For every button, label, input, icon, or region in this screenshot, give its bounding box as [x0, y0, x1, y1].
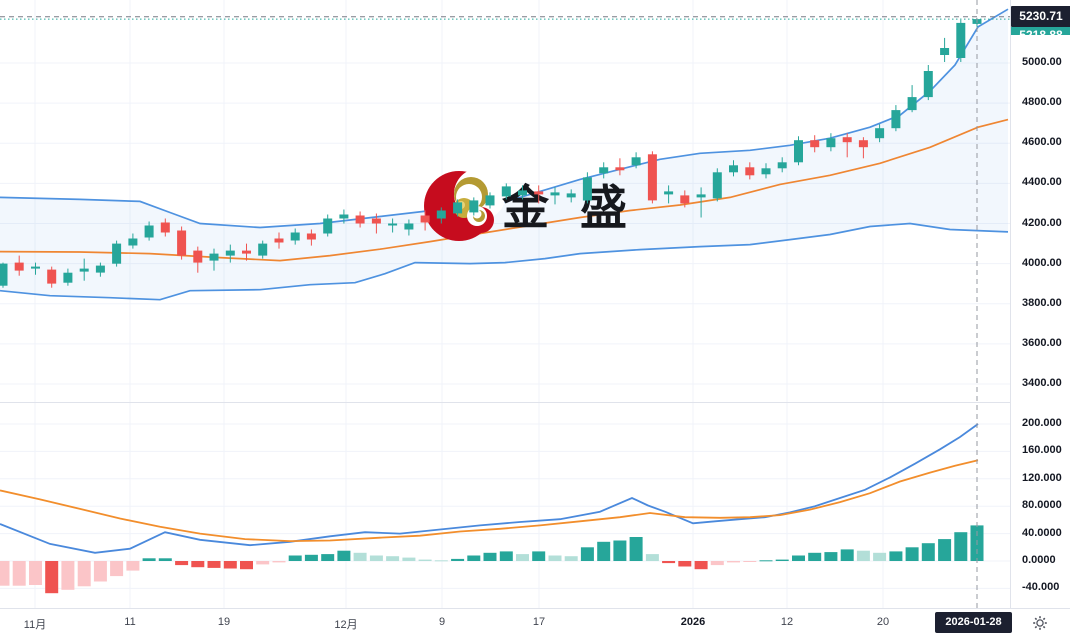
price-tick-label: 4600.00	[1022, 136, 1062, 149]
macd-tick-label: 40.0000	[1022, 526, 1062, 539]
chart-canvas[interactable]: 金 盛	[0, 0, 1010, 608]
time-tick-label: 11月	[23, 619, 47, 631]
price-tick-label: 3800.00	[1022, 296, 1062, 309]
candles-series	[0, 17, 982, 288]
price-tick-label: 5000.00	[1022, 56, 1062, 68]
watermark-text: 金 盛	[501, 181, 636, 234]
time-tick-label: 20	[876, 616, 890, 628]
time-tick-label: 9	[438, 616, 446, 628]
price-tick-label: 4000.00	[1022, 256, 1062, 269]
macd-tick-label: 80.0000	[1022, 499, 1062, 512]
macd-lines	[0, 423, 979, 554]
price-tick-label: 4400.00	[1022, 176, 1062, 189]
price-axis[interactable]: 5230.71 5218.88 5000.00 4800.00 4600.00 440…	[1010, 0, 1070, 608]
time-axis[interactable]: 2026-01-28 11月 11 19 12月 9 17 2026 12 20	[0, 608, 1070, 635]
time-tick-label: 19	[217, 616, 231, 628]
crosshair-date-badge: 2026-01-28	[935, 612, 1012, 633]
gear-icon	[1033, 616, 1047, 630]
time-tick-label: 11	[124, 616, 136, 628]
overlay-lines	[0, 0, 1010, 608]
bollinger-bands	[0, 8, 1009, 301]
macd-tick-label: 160.000	[1022, 444, 1062, 457]
time-tick-label: 17	[532, 616, 546, 628]
last-price-badge: 5218.88	[1011, 27, 1070, 35]
panel-separator[interactable]	[0, 402, 1070, 403]
gridlines	[0, 0, 1010, 608]
macd-tick-label: 200.000	[1022, 417, 1062, 429]
time-tick-label: 2026	[680, 616, 706, 628]
macd-tick-label: 120.000	[1022, 471, 1062, 484]
price-tick-label: 4800.00	[1022, 96, 1062, 109]
macd-histogram	[0, 525, 984, 594]
price-tick-label: 3400.00	[1022, 377, 1062, 389]
price-tick-label: 4200.00	[1022, 216, 1062, 229]
macd-tick-label: 0.0000	[1022, 554, 1056, 566]
settings-button[interactable]	[1029, 612, 1051, 634]
time-tick-label: 12月	[334, 619, 358, 631]
time-tick-label: 12	[780, 616, 794, 628]
last-price-value: 5218.88	[1019, 28, 1063, 35]
macd-tick-label: -40.000	[1022, 581, 1060, 594]
alert-price-badge: 5230.71	[1011, 6, 1070, 27]
price-tick-label: 3600.00	[1022, 336, 1062, 349]
